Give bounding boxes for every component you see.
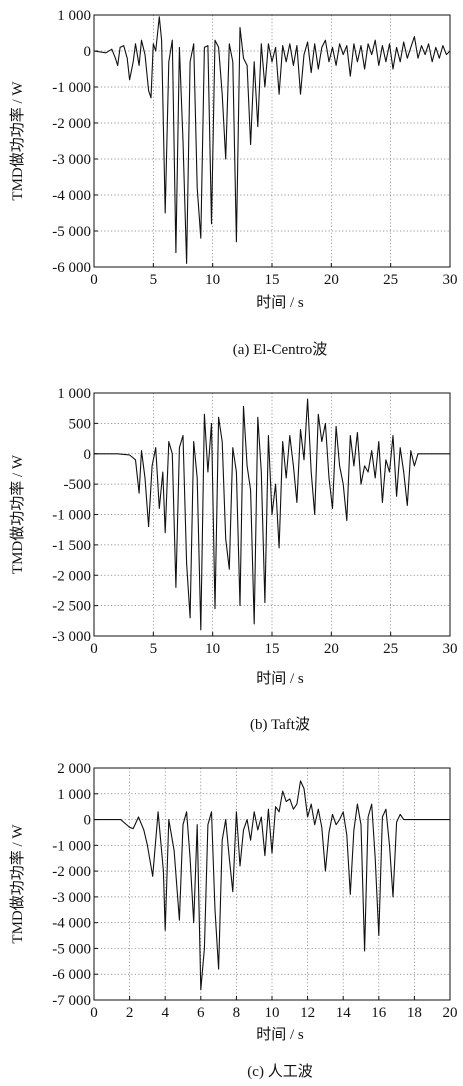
y-tick-label: -2 000: [52, 116, 91, 132]
x-tick-label: 15: [265, 641, 280, 657]
y-tick-label: -3 000: [52, 629, 91, 645]
x-tick-label: 4: [161, 1005, 169, 1021]
panel-c: 0 2 4 6 8 10 12 14 16 18 20 2 000 1 000 0 -1 000 -2 000…: [9, 761, 458, 1080]
x-tick-label: 10: [205, 272, 220, 288]
x-tick-label: 15: [265, 272, 280, 288]
y-tick-label: -5 000: [52, 224, 91, 240]
y-tick-label: -2 000: [52, 568, 91, 584]
x-axis-label: 时间 / s: [256, 294, 304, 311]
y-tick-label: -5 000: [52, 941, 91, 957]
series-line: [93, 16, 451, 264]
y-tick-label: -4 000: [52, 188, 91, 204]
y-tick-label: 1 000: [57, 8, 91, 24]
x-tick-label: 0: [90, 272, 98, 288]
y-tick-label: -1 000: [52, 838, 91, 854]
x-tick-label: 14: [336, 1005, 352, 1021]
y-tick-label: -1 000: [52, 508, 91, 524]
x-tick-label: 5: [150, 272, 158, 288]
x-tick-label: 5: [150, 641, 158, 657]
y-tick-label: -500: [64, 477, 92, 493]
y-tick-label: 1 000: [57, 386, 91, 402]
x-tick-label: 16: [371, 1005, 387, 1021]
y-tick-label: -1 500: [52, 538, 91, 554]
x-tick-label: 20: [443, 1005, 458, 1021]
x-tick-label: 20: [324, 272, 339, 288]
x-tick-label: 8: [233, 1005, 241, 1021]
y-tick-label: -2 000: [52, 864, 91, 880]
y-tick-label: 0: [84, 447, 92, 463]
panel-caption: (a) El-Centro波: [233, 341, 328, 358]
x-axis-label: 时间 / s: [256, 670, 304, 687]
y-tick-label: -1 000: [52, 80, 91, 96]
x-tick-label: 25: [383, 272, 398, 288]
y-tick-label: -6 000: [52, 967, 91, 983]
y-tick-label: 1 000: [57, 787, 91, 803]
x-tick-label: 2: [126, 1005, 134, 1021]
y-axis-label: TMD做功功率 / W: [9, 454, 26, 574]
y-tick-label: -3 000: [52, 152, 91, 168]
y-axis-label: TMD做功功率 / W: [9, 81, 26, 201]
y-tick-label: -6 000: [52, 260, 91, 276]
x-tick-label: 18: [407, 1005, 422, 1021]
y-tick-label: 2 000: [57, 761, 91, 777]
x-tick-label: 12: [300, 1005, 315, 1021]
y-tick-label: -7 000: [52, 993, 91, 1009]
y-tick-label: 500: [69, 416, 92, 432]
y-axis-label: TMD做功功率 / W: [9, 824, 26, 944]
y-tick-label: 0: [84, 813, 92, 829]
x-tick-label: 10: [205, 641, 220, 657]
series-line: [94, 398, 450, 631]
panel-caption: (b) Taft波: [250, 716, 310, 733]
y-tick-label: -2 500: [52, 599, 91, 615]
x-tick-label: 6: [197, 1005, 205, 1021]
y-tick-label: -4 000: [52, 916, 91, 932]
series-line: [94, 780, 450, 991]
panel-a: 0 5 10 15 20 25 30 1 000 0 -1 000 -2 000 -3 000 -4 0…: [9, 8, 458, 358]
x-tick-label: 30: [443, 641, 458, 657]
y-tick-label: 0: [84, 44, 92, 60]
y-tick-label: -3 000: [52, 890, 91, 906]
panel-b: 0 5 10 15 20 25 30 1 000 500 0 -500 -1 000 -1 500 -2 …: [9, 386, 458, 733]
x-tick-label: 0: [90, 641, 98, 657]
x-tick-label: 10: [265, 1005, 280, 1021]
x-axis-label: 时间 / s: [256, 1026, 304, 1043]
x-tick-label: 20: [324, 641, 339, 657]
x-tick-label: 0: [90, 1005, 98, 1021]
x-tick-label: 30: [443, 272, 458, 288]
x-tick-label: 25: [383, 641, 398, 657]
panel-caption: (c) 人工波: [247, 1063, 312, 1080]
